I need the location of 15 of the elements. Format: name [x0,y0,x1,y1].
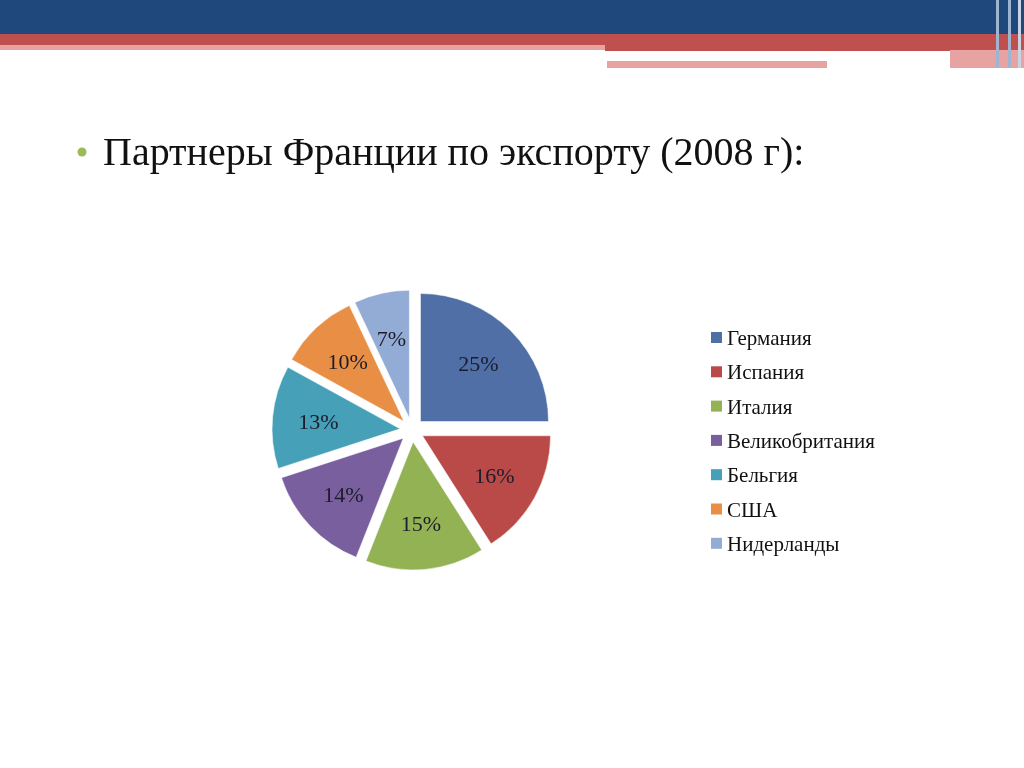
legend-label: Испания [727,360,805,385]
legend-label: Италия [727,394,793,419]
data-label: 7% [376,325,407,351]
data-label: 10% [327,349,368,375]
legend-label: Великобритания [727,428,876,453]
data-label: 16% [474,462,515,488]
chart-title: Партнеры Франции по экспорту (2008 г): [103,129,805,174]
data-label: 25% [458,351,499,377]
legend-label: Нидерланды [727,531,840,556]
data-label: 14% [323,481,364,507]
legend-label: Бельгия [727,463,799,488]
data-label: 13% [298,408,339,434]
legend-label: США [727,497,779,522]
legend-label: Германия [727,326,812,350]
data-label: 15% [400,511,441,536]
